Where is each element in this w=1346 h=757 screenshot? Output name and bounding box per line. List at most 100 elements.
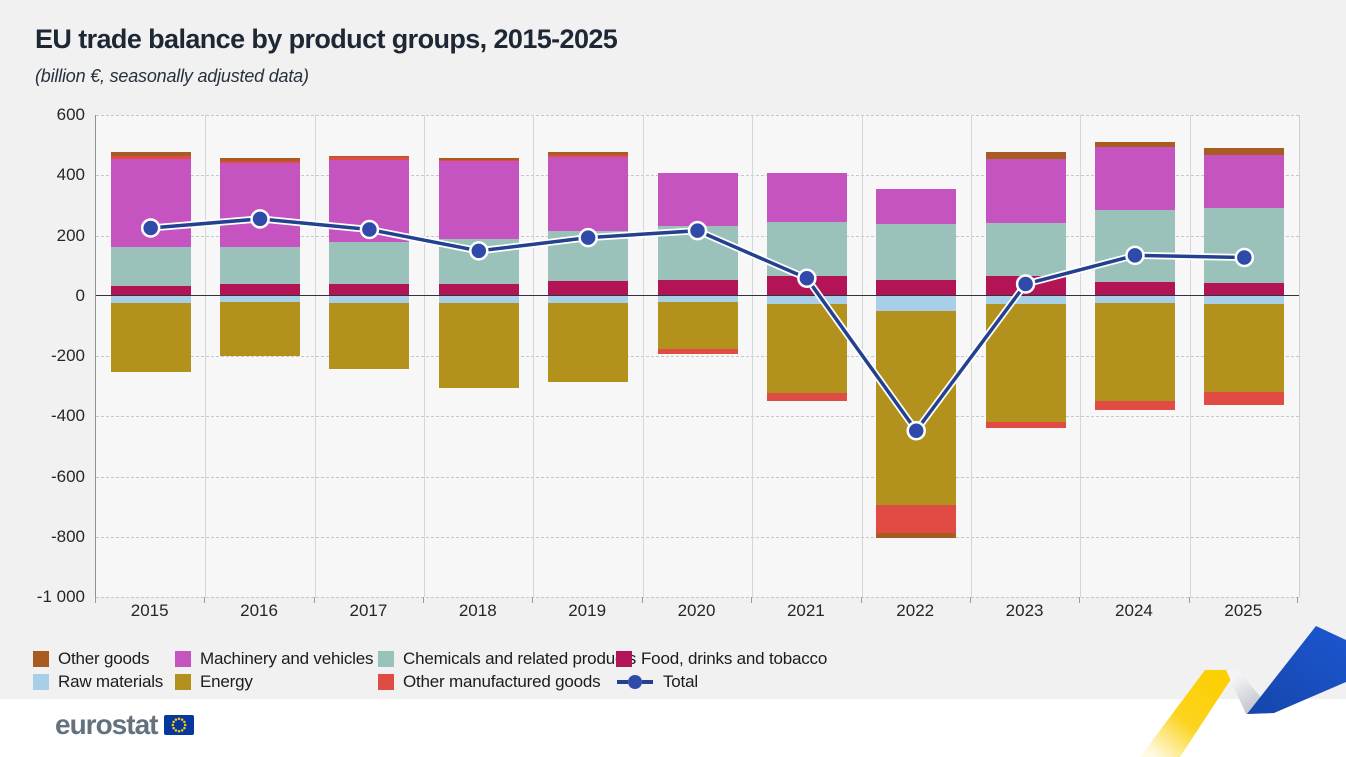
x-axis-tick — [95, 597, 96, 603]
x-tick-label-2016: 2016 — [240, 601, 278, 620]
bar-2016-other_manufactured — [220, 160, 301, 164]
legend-label-food: Food, drinks and tobacco — [641, 649, 828, 668]
bar-2022-energy — [876, 310, 957, 506]
gridline-600 — [96, 115, 1299, 116]
bar-2024 — [1094, 115, 1175, 597]
chart-title: EU trade balance by product groups, 2015… — [35, 24, 618, 54]
zero-line — [96, 294, 1299, 296]
x-axis-tick — [860, 597, 862, 603]
y-tick-label: 0 — [75, 285, 85, 305]
gridline--800 — [96, 536, 1299, 538]
x-axis-tick — [641, 597, 643, 603]
legend-item-other_manufactured: Other manufactured goods — [378, 671, 616, 693]
legend-label-other_goods: Other goods — [58, 649, 150, 668]
eu-flag-stars — [172, 717, 187, 733]
legend-swatch-other_manufactured-icon — [378, 674, 394, 690]
plot-area — [95, 115, 1300, 598]
bar-2024-other_manufactured — [1094, 401, 1175, 410]
bar-2021-raw_materials — [766, 295, 847, 305]
bar-2022-other_goods — [876, 533, 957, 538]
bar-2023 — [985, 115, 1066, 597]
bar-2017-other_goods — [329, 156, 410, 158]
legend-label-machinery: Machinery and vehicles — [200, 649, 374, 668]
bar-2016-other_goods — [220, 158, 301, 161]
bar-2015-raw_materials — [110, 295, 191, 304]
bar-2023-chemicals — [985, 222, 1066, 277]
legend-total-line-icon — [617, 675, 653, 689]
x-axis-tick — [423, 597, 425, 603]
x-tick-label-2020: 2020 — [677, 601, 716, 620]
legend-item-raw_materials: Raw materials — [33, 671, 175, 693]
chart-subtitle: (billion €, seasonally adjusted data) — [35, 66, 309, 86]
x-axis-tick — [1297, 597, 1298, 603]
x-axis: 2015 2016 2017 2018 2019 2020 2021 2022 2023 2024… — [95, 601, 1298, 627]
eurostat-logo: eurostat — [55, 709, 195, 741]
bar-2016-raw_materials — [220, 295, 301, 303]
bar-2015-other_manufactured — [110, 155, 191, 160]
bar-2019 — [548, 115, 629, 597]
bar-2016-chemicals — [220, 246, 301, 285]
x-axis-tick — [969, 597, 971, 603]
legend-label-chemicals: Chemicals and related products — [403, 649, 637, 668]
bar-2025-machinery — [1204, 155, 1285, 208]
x-tick-label-2021: 2021 — [786, 601, 825, 620]
legend-label-raw_materials: Raw materials — [58, 672, 164, 691]
bar-2017-machinery — [329, 159, 410, 243]
bar-2019-food — [548, 281, 629, 296]
legend-swatch-other_goods-icon — [33, 651, 49, 667]
y-axis: 600 400 200 0 -200 -400 -600 -800 -1 000 — [0, 105, 85, 606]
bar-2025 — [1204, 115, 1285, 597]
bar-2017-chemicals — [329, 242, 410, 284]
bar-2021-energy — [766, 304, 847, 393]
x-axis-tick — [313, 597, 315, 603]
x-tick-label-2015: 2015 — [130, 601, 169, 620]
bar-2024-machinery — [1094, 147, 1175, 210]
y-tick-label: 600 — [56, 105, 85, 124]
bar-2020 — [657, 115, 738, 597]
x-axis-tick — [532, 597, 534, 603]
y-tick-label: -1 000 — [36, 587, 85, 606]
gridline--1000 — [96, 597, 1299, 598]
legend: Other goods Machinery and vehicles Chemica… — [33, 648, 827, 693]
bar-2024-other_goods — [1094, 141, 1175, 148]
bar-2025-chemicals — [1204, 207, 1285, 284]
bar-2019-energy — [548, 303, 629, 382]
bar-2015-machinery — [110, 159, 191, 247]
bar-2020-food — [657, 279, 738, 296]
bar-2021-food — [766, 276, 847, 296]
ribbon-yellow-band — [1140, 670, 1237, 757]
legend-label-energy: Energy — [200, 672, 253, 691]
x-tick-label-2019: 2019 — [568, 601, 607, 620]
bar-2016-machinery — [220, 163, 301, 247]
bar-2019-machinery — [548, 157, 629, 231]
y-tick-label: 200 — [56, 225, 85, 245]
bar-2021-machinery — [766, 172, 847, 222]
bar-2021-other_manufactured — [766, 392, 847, 402]
bar-2015-other_goods — [110, 151, 191, 156]
y-tick-label: -400 — [50, 406, 85, 426]
bar-2025-other_goods — [1204, 148, 1285, 156]
eurostat-wordmark: eurostat — [55, 709, 158, 740]
bar-2017-energy — [329, 302, 410, 369]
bar-2017 — [329, 115, 410, 597]
bar-2024-energy — [1094, 303, 1175, 402]
x-axis-tick — [751, 597, 753, 603]
bar-2017-other_manufactured — [329, 157, 410, 160]
legend-label-other_manufactured: Other manufactured goods — [403, 672, 601, 691]
bar-2015-chemicals — [110, 246, 191, 286]
bars-layer — [96, 115, 1299, 597]
legend-swatch-energy-icon — [175, 674, 191, 690]
y-tick-label: -800 — [50, 526, 85, 546]
legend-item-food: Food, drinks and tobacco — [616, 648, 827, 670]
bar-2015-energy — [110, 303, 191, 372]
x-tick-label-2017: 2017 — [349, 601, 388, 620]
bar-2018-other_manufactured — [438, 159, 519, 161]
x-axis-ticks — [95, 597, 1298, 604]
bar-2020-other_manufactured — [657, 349, 738, 354]
bar-2019-chemicals — [548, 230, 629, 282]
legend-item-total: Total — [616, 671, 827, 693]
bar-2022-raw_materials — [876, 295, 957, 311]
legend-item-machinery: Machinery and vehicles — [175, 648, 378, 670]
bar-2023-energy — [985, 303, 1066, 423]
x-axis-tick — [1188, 597, 1190, 603]
